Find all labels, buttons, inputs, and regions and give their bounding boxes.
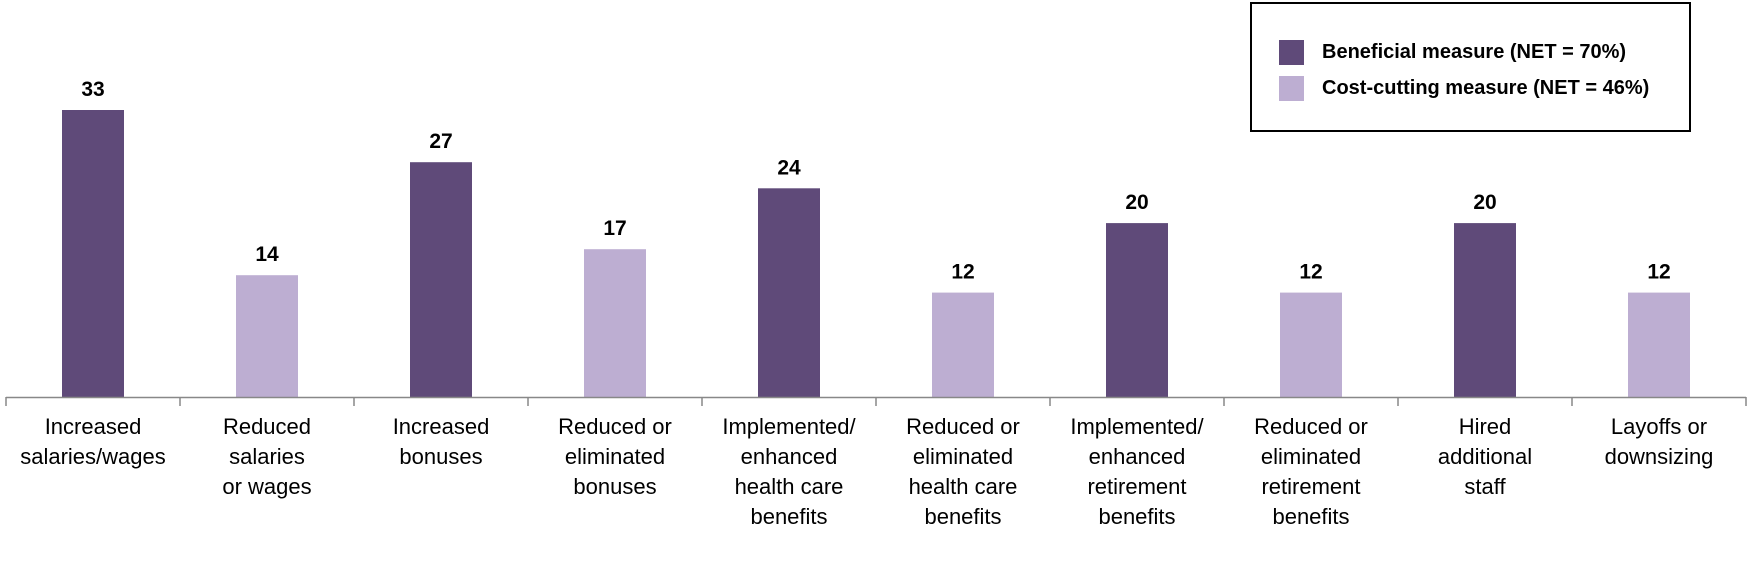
category-label-line: benefits: [1098, 504, 1175, 529]
category-label-10: Layoffs or downsizing: [1605, 414, 1714, 469]
category-label-4: Reduced or eliminated bonuses: [558, 414, 672, 499]
data-label-9: 20: [1473, 191, 1496, 214]
category-label-line: Reduced or: [1254, 414, 1368, 439]
category-label-line: bonuses: [399, 444, 482, 469]
category-label-7: Implemented/enhanced retirement benefits: [1070, 414, 1204, 529]
category-label-line: bonuses: [573, 474, 656, 499]
legend-item-cost-cutting: Cost-cutting measure (NET = 46%): [1279, 75, 1649, 101]
category-label-8: Reduced or eliminated retirement benefits: [1254, 414, 1368, 529]
data-label-1: 33: [81, 78, 104, 101]
category-label-line: or wages: [222, 474, 311, 499]
legend-swatch-beneficial: [1279, 39, 1304, 65]
category-label-line: benefits: [924, 504, 1001, 529]
category-label-line: downsizing: [1605, 444, 1714, 469]
category-label-5: Implemented/enhanced health care benefits: [722, 414, 856, 529]
category-label-line: enhanced: [1089, 444, 1186, 469]
legend: Beneficial measure (NET = 70%) Cost-cutt…: [1250, 2, 1691, 132]
legend-label-beneficial: Beneficial measure (NET = 70%): [1322, 40, 1627, 63]
category-label-line: eliminated: [565, 444, 665, 469]
category-label-line: Reduced or: [906, 414, 1020, 439]
data-label-8: 12: [1299, 261, 1322, 284]
bar-4: [584, 249, 646, 397]
category-label-line: benefits: [1272, 504, 1349, 529]
category-label-line: Implemented/: [1070, 414, 1204, 439]
category-label-line: enhanced: [741, 444, 838, 469]
category-label-2: Reduced salaries or wages: [222, 414, 311, 499]
category-label-line: Layoffs or: [1611, 414, 1707, 439]
bar-2: [236, 275, 298, 397]
legend-swatch-cost-cutting: [1279, 75, 1304, 101]
legend-label-cost-cutting: Cost-cutting measure (NET = 46%): [1322, 76, 1650, 99]
data-label-10: 12: [1647, 261, 1670, 284]
category-labels-group: Increased salaries/wages Reduced salaries or…: [20, 414, 1713, 529]
data-label-4: 17: [603, 217, 626, 240]
category-label-line: Increased: [45, 414, 142, 439]
category-label-line: Increased: [393, 414, 490, 439]
category-label-line: eliminated: [1261, 444, 1361, 469]
category-label-line: salaries/wages: [20, 444, 166, 469]
bar-8: [1280, 292, 1342, 397]
data-label-2: 14: [255, 243, 279, 266]
category-label-1: Increased salaries/wages: [20, 414, 166, 469]
data-label-7: 20: [1125, 191, 1148, 214]
category-label-9: Hired additional staff: [1438, 414, 1532, 499]
category-label-6: Reduced or eliminated health care benefits: [906, 414, 1020, 529]
bar-10: [1628, 292, 1690, 397]
category-label-line: health care: [735, 474, 844, 499]
category-label-line: additional: [1438, 444, 1532, 469]
bar-6: [932, 292, 994, 397]
bar-1: [62, 110, 124, 397]
category-label-line: benefits: [750, 504, 827, 529]
category-label-line: eliminated: [913, 444, 1013, 469]
value-labels-group: 33 14 27 17 24 12 20 12 20 12: [81, 78, 1670, 284]
category-label-line: staff: [1464, 474, 1506, 499]
category-label-line: Implemented/: [722, 414, 856, 439]
category-label-line: Hired: [1459, 414, 1512, 439]
category-label-line: health care: [909, 474, 1018, 499]
category-label-3: Increased bonuses: [393, 414, 490, 469]
bar-5: [758, 188, 820, 397]
category-label-line: Reduced: [223, 414, 311, 439]
category-label-line: salaries: [229, 444, 305, 469]
data-label-5: 24: [777, 156, 801, 179]
category-label-line: retirement: [1261, 474, 1360, 499]
bars-group: [62, 110, 1690, 397]
category-label-line: Reduced or: [558, 414, 672, 439]
x-axis: [5, 396, 1747, 406]
data-label-3: 27: [429, 130, 452, 153]
legend-item-beneficial: Beneficial measure (NET = 70%): [1279, 39, 1626, 65]
category-label-line: retirement: [1087, 474, 1186, 499]
bar-7: [1106, 223, 1168, 397]
bar-3: [410, 162, 472, 397]
data-label-6: 12: [951, 261, 974, 284]
bar-9: [1454, 223, 1516, 397]
